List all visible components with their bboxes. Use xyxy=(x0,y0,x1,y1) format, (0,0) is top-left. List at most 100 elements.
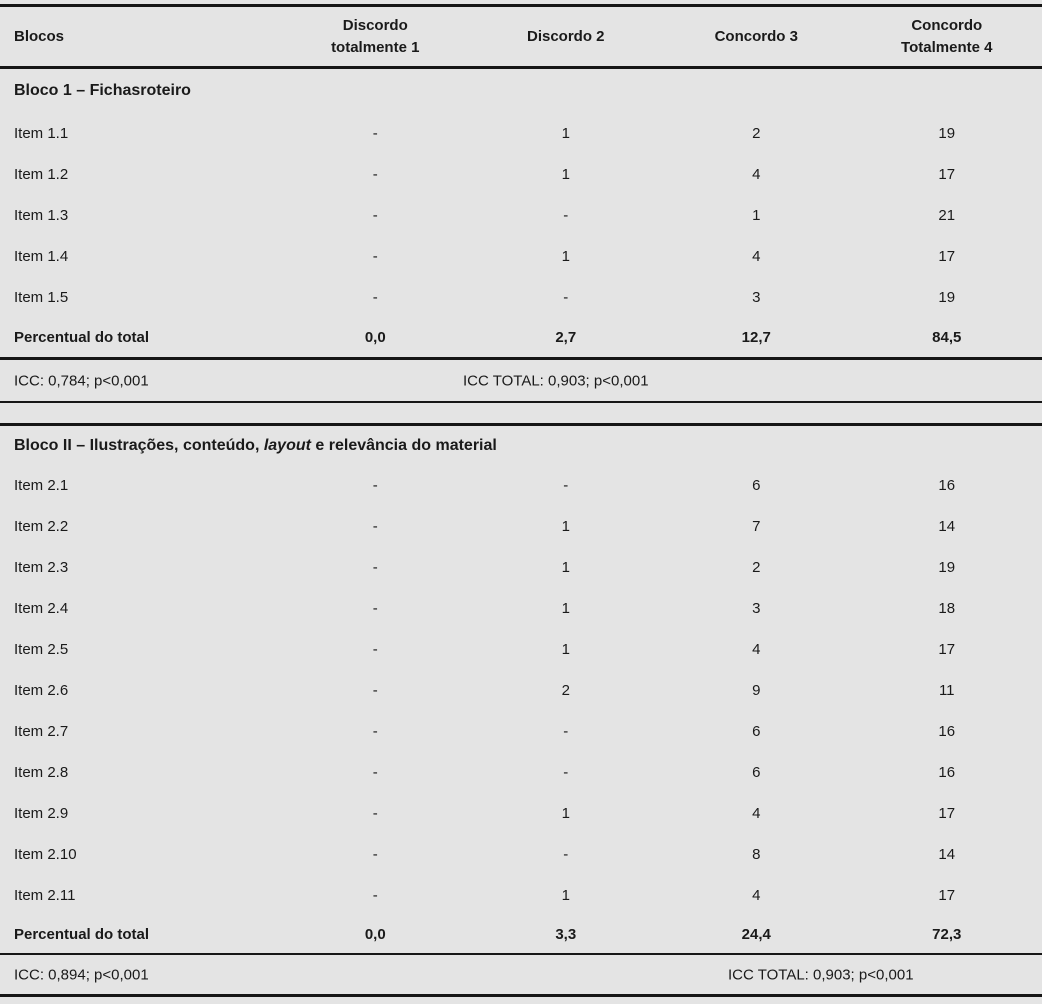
table-row: Item 2.3 - 1 2 19 xyxy=(0,547,1042,588)
cell-value: 1 xyxy=(561,248,570,265)
cell-value: 3 xyxy=(752,600,761,617)
cell-value: - xyxy=(372,289,378,306)
table-row: Item 2.11 - 1 4 17 xyxy=(0,875,1042,916)
cell-value: 4 xyxy=(752,887,761,904)
cell-value: 1 xyxy=(561,600,570,617)
cell-value: - xyxy=(372,846,378,863)
cell-value: 8 xyxy=(752,846,761,863)
rule xyxy=(0,953,1042,955)
cell-value: - xyxy=(372,248,378,265)
cell-value: 2 xyxy=(752,559,761,576)
cell-value: 21 xyxy=(938,207,956,224)
cell-value: 16 xyxy=(938,477,956,494)
row-label: Item 2.9 xyxy=(14,805,69,822)
cell-value: 14 xyxy=(938,846,956,863)
section-title-text: Bloco 1 – Fichasroteiro xyxy=(14,82,191,99)
total-value: 0,0 xyxy=(364,926,386,943)
table-row: Item 2.6 - 2 9 11 xyxy=(0,670,1042,711)
icc-row-bloco-2: ICC: 0,894; p<0,001 ICC TOTAL: 0,903; p<… xyxy=(0,955,1042,994)
cell-value: - xyxy=(372,764,378,781)
icc-total-value: ICC TOTAL: 0,903; p<0,001 xyxy=(463,372,649,389)
cell-value: 17 xyxy=(938,887,956,904)
section-title-prefix: Bloco II – Ilustrações, conteúdo, xyxy=(14,436,264,454)
column-header-discordo-2: Discordo 2 xyxy=(526,27,605,45)
cell-value: 4 xyxy=(752,805,761,822)
table-row: Item 1.4 - 1 4 17 xyxy=(0,236,1042,277)
cell-value: 3 xyxy=(752,289,761,306)
section-title-bloco-2: Bloco II – Ilustrações, conteúdo, layout… xyxy=(0,426,1042,465)
cell-value: 6 xyxy=(752,723,761,740)
row-label: Item 2.6 xyxy=(14,682,69,699)
cell-value: - xyxy=(372,518,378,535)
cell-value: 14 xyxy=(938,518,956,535)
row-label: Item 1.5 xyxy=(14,289,69,306)
cell-value: - xyxy=(372,166,378,183)
total-label: Percentual do total xyxy=(14,926,150,943)
cell-value: 19 xyxy=(938,289,956,306)
cell-value: 1 xyxy=(561,166,570,183)
cell-value: 17 xyxy=(938,805,956,822)
table-row: Item 2.9 - 1 4 17 xyxy=(0,793,1042,834)
cell-value: 7 xyxy=(752,518,761,535)
row-label: Item 2.2 xyxy=(14,518,69,535)
section-title-bloco-1: Bloco 1 – Fichasroteiro xyxy=(0,69,1042,113)
cell-value: - xyxy=(563,764,569,781)
row-label: Item 2.5 xyxy=(14,641,69,658)
cell-value: 16 xyxy=(938,764,956,781)
row-label: Item 2.7 xyxy=(14,723,69,740)
column-header-concordo-3: Concordo 3 xyxy=(714,27,798,45)
section-gap xyxy=(0,403,1042,423)
cell-value: - xyxy=(372,477,378,494)
table-row: Item 2.1 - - 6 16 xyxy=(0,465,1042,506)
cell-value: 1 xyxy=(561,805,570,822)
table-row: Item 2.4 - 1 3 18 xyxy=(0,588,1042,629)
cell-value: - xyxy=(372,600,378,617)
column-header-discordo-totalmente-1: Discordo totalmente 1 xyxy=(331,16,420,56)
total-label: Percentual do total xyxy=(14,329,150,346)
cell-value: 11 xyxy=(938,682,955,699)
row-label: Item 1.2 xyxy=(14,166,69,183)
cell-value: 6 xyxy=(752,477,761,494)
rule xyxy=(0,994,1042,997)
total-row: Percentual do total 0,0 2,7 12,7 84,5 xyxy=(0,318,1042,357)
column-header-blocos: Blocos xyxy=(14,27,65,45)
total-value: 24,4 xyxy=(741,926,771,943)
table-header-row: Blocos Discordo totalmente 1 Discordo 2 … xyxy=(0,4,1042,69)
table-row: Item 1.5 - - 3 19 xyxy=(0,277,1042,318)
row-label: Item 2.10 xyxy=(14,846,77,863)
total-value: 0,0 xyxy=(364,329,386,346)
column-header-concordo-totalmente-4: Concordo Totalmente 4 xyxy=(901,16,993,56)
row-label: Item 1.4 xyxy=(14,248,69,265)
table-row: Item 2.2 - 1 7 14 xyxy=(0,506,1042,547)
cell-value: 1 xyxy=(561,518,570,535)
cell-value: - xyxy=(372,207,378,224)
total-value: 12,7 xyxy=(741,329,771,346)
row-label: Item 1.1 xyxy=(14,125,69,142)
cell-value: - xyxy=(563,207,569,224)
cell-value: 4 xyxy=(752,641,761,658)
rule xyxy=(0,401,1042,403)
cell-value: 1 xyxy=(752,207,761,224)
cell-value: 1 xyxy=(561,559,570,576)
table-row: Item 2.5 - 1 4 17 xyxy=(0,629,1042,670)
cell-value: 1 xyxy=(561,125,570,142)
table-row: Item 1.3 - - 1 21 xyxy=(0,195,1042,236)
icc-total-value: ICC TOTAL: 0,903; p<0,001 xyxy=(728,966,914,983)
section-title-suffix: e relevância do material xyxy=(310,436,497,454)
row-label: Item 1.3 xyxy=(14,207,69,224)
cell-value: - xyxy=(372,805,378,822)
cell-value: 2 xyxy=(752,125,761,142)
table-row: Item 2.8 - - 6 16 xyxy=(0,752,1042,793)
total-value: 84,5 xyxy=(932,329,962,346)
icc-value: ICC: 0,784; p<0,001 xyxy=(14,372,149,389)
cell-value: - xyxy=(372,887,378,904)
table-row: Item 1.1 - 1 2 19 xyxy=(0,113,1042,154)
cell-value: 19 xyxy=(938,125,956,142)
cell-value: - xyxy=(563,477,569,494)
cell-value: - xyxy=(563,846,569,863)
cell-value: - xyxy=(563,723,569,740)
total-value: 2,7 xyxy=(555,329,577,346)
section-title-text: Bloco II – Ilustrações, conteúdo, layout… xyxy=(14,437,497,455)
cell-value: 17 xyxy=(938,641,956,658)
